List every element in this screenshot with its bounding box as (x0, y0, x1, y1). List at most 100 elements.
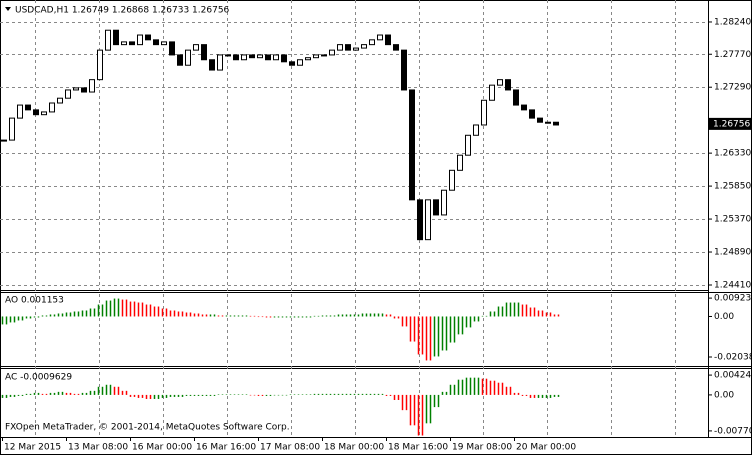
candle (265, 54, 271, 61)
time-label: 18 Mar 16:00 (388, 443, 448, 453)
candle (9, 117, 15, 141)
y-tick-label: 1.25850 (714, 182, 751, 192)
candle (305, 57, 311, 61)
candle (97, 49, 103, 81)
candle (145, 34, 151, 41)
candle (417, 199, 423, 241)
candle (273, 54, 279, 61)
candle (153, 39, 159, 46)
candle (257, 54, 263, 59)
candle (185, 49, 191, 66)
candle (217, 54, 223, 71)
y-tick-label: 0.009238 (714, 294, 752, 304)
candle (241, 54, 247, 61)
y-tick-label: 0.00 (714, 390, 734, 400)
candle (249, 54, 255, 59)
candle (457, 154, 463, 171)
candle (345, 44, 351, 51)
candle (433, 199, 439, 216)
time-label: 17 Mar 08:00 (260, 443, 320, 453)
candle (289, 61, 295, 66)
last-price-label: 1.26756 (713, 119, 750, 129)
candle (409, 89, 415, 201)
candle (65, 89, 71, 99)
y-tick-label: 1.25370 (714, 215, 751, 225)
y-tick-label: -0.020382 (714, 353, 752, 363)
y-tick-label: 1.27290 (714, 83, 751, 93)
candle (553, 121, 559, 126)
candle (385, 34, 391, 46)
candle (489, 84, 495, 101)
candle (481, 99, 487, 126)
y-tick-label: 1.24890 (714, 248, 751, 258)
candle (17, 104, 23, 119)
candle (33, 109, 39, 116)
candle (537, 117, 543, 123)
candle (169, 41, 175, 56)
candle (473, 124, 479, 136)
candle (233, 54, 239, 61)
candle (393, 44, 399, 51)
candle (225, 54, 231, 57)
candle (113, 29, 119, 46)
candle (177, 54, 183, 66)
time-label: 18 Mar 00:00 (324, 443, 384, 453)
y-tick-label: 1.26330 (714, 149, 751, 159)
candle (25, 104, 31, 111)
candle (441, 189, 447, 216)
candle (361, 44, 367, 49)
candle (505, 79, 511, 91)
candle (329, 49, 335, 56)
time-label: 12 Mar 2015 (4, 443, 61, 453)
ao-title: AO 0.001153 (5, 296, 64, 306)
candle (81, 87, 87, 93)
candle (529, 109, 535, 119)
candle (161, 41, 167, 46)
time-label: 16 Mar 16:00 (196, 443, 256, 453)
candle (545, 121, 551, 124)
candle (377, 34, 383, 41)
candle (209, 59, 215, 71)
candle (297, 59, 303, 66)
candle (497, 79, 503, 86)
candle (1, 139, 7, 142)
y-tick-label: 0.00 (714, 312, 734, 322)
y-tick-label: 1.24410 (714, 280, 751, 290)
candle (49, 102, 55, 113)
candle (73, 87, 79, 91)
candle (425, 199, 431, 241)
candle (449, 169, 455, 191)
candle (105, 29, 111, 51)
candle (401, 49, 407, 91)
candle (513, 89, 519, 106)
candle (41, 111, 47, 116)
time-label: 20 Mar 00:00 (516, 443, 576, 453)
last-price-box (709, 117, 752, 130)
time-label: 13 Mar 08:00 (68, 443, 128, 453)
y-tick-label: 0.004241 (714, 371, 752, 381)
candle (313, 54, 319, 59)
candle (369, 39, 375, 46)
symbol-title: USDCAD,H1 1.26749 1.26868 1.26733 1.2675… (15, 6, 230, 16)
time-label: 19 Mar 08:00 (452, 443, 512, 453)
candle (337, 44, 343, 51)
candle (521, 104, 527, 111)
candle (129, 41, 135, 46)
copyright: FXOpen MetaTrader, © 2001-2014, MetaQuot… (5, 423, 290, 433)
candle (321, 54, 327, 57)
y-tick-label: 1.27770 (714, 50, 751, 60)
candle (465, 134, 471, 156)
candle (353, 47, 359, 51)
candle (121, 41, 127, 46)
candle (193, 44, 199, 51)
candle (57, 97, 63, 104)
candle (201, 44, 207, 61)
y-tick-label: -0.007703 (714, 426, 752, 436)
y-tick-label: 1.28240 (714, 17, 751, 27)
time-label: 16 Mar 00:00 (132, 443, 192, 453)
dropdown-icon (5, 7, 11, 11)
ac-title: AC -0.0009629 (5, 373, 72, 383)
